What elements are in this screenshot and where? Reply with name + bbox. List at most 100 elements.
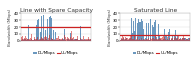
Bar — [136, 40, 137, 41]
Bar — [90, 39, 91, 41]
Bar — [148, 38, 149, 41]
Bar — [67, 39, 68, 41]
Bar — [69, 40, 70, 41]
Bar — [21, 37, 22, 41]
Bar — [182, 38, 183, 41]
Bar — [134, 31, 135, 41]
Bar — [131, 38, 132, 41]
Bar — [79, 40, 80, 41]
Bar — [36, 25, 37, 41]
Bar — [167, 39, 168, 41]
Bar — [50, 16, 51, 41]
Bar — [126, 38, 127, 41]
Bar — [48, 38, 49, 41]
Bar — [123, 37, 124, 41]
Bar — [148, 23, 149, 41]
Bar — [165, 39, 166, 41]
Bar — [129, 39, 130, 41]
Bar — [80, 38, 81, 41]
Bar — [31, 39, 32, 41]
Bar — [173, 40, 174, 41]
Bar — [70, 36, 71, 41]
Bar — [52, 39, 53, 41]
Bar — [135, 18, 136, 41]
Bar — [127, 38, 128, 41]
Bar — [172, 36, 173, 41]
Bar — [38, 19, 39, 41]
Bar — [69, 39, 70, 41]
Bar — [165, 35, 166, 41]
Bar — [63, 39, 64, 41]
Bar — [144, 40, 145, 41]
Bar — [21, 40, 22, 41]
Bar — [130, 35, 131, 41]
Bar — [79, 40, 80, 41]
Bar — [128, 40, 129, 41]
Bar — [61, 40, 62, 41]
Bar — [70, 33, 71, 41]
Bar — [159, 36, 160, 41]
Bar — [32, 40, 33, 41]
Bar — [167, 37, 168, 41]
Bar — [178, 36, 179, 41]
Bar — [130, 38, 131, 41]
Bar — [166, 36, 167, 41]
Bar — [23, 40, 24, 41]
Bar — [31, 34, 32, 41]
Bar — [56, 40, 57, 41]
Bar — [139, 22, 140, 41]
Bar — [66, 39, 67, 41]
Bar — [176, 38, 177, 41]
Bar — [134, 36, 135, 41]
Bar — [163, 39, 164, 41]
Bar — [26, 38, 27, 41]
Bar — [89, 39, 90, 41]
Bar — [82, 39, 83, 41]
Bar — [162, 37, 163, 41]
Bar — [34, 39, 35, 41]
Bar — [32, 40, 33, 41]
Bar — [121, 38, 122, 41]
Bar — [133, 40, 134, 41]
Bar — [86, 40, 87, 41]
Bar — [156, 37, 157, 41]
Bar — [138, 40, 139, 41]
Bar — [39, 39, 40, 41]
Bar — [41, 16, 42, 41]
Bar — [85, 39, 86, 41]
Bar — [88, 37, 89, 41]
Bar — [88, 39, 89, 41]
Bar — [83, 36, 84, 41]
Bar — [144, 39, 145, 41]
Bar — [120, 40, 121, 41]
Bar — [82, 40, 83, 41]
Bar — [90, 39, 91, 41]
Bar — [186, 39, 187, 41]
Bar — [23, 39, 24, 41]
Bar — [37, 20, 38, 41]
Bar — [61, 39, 62, 41]
Bar — [189, 38, 190, 41]
Bar — [35, 40, 36, 41]
Bar — [28, 39, 29, 41]
Bar — [71, 31, 72, 41]
Bar — [150, 19, 151, 41]
Bar — [121, 39, 122, 41]
Bar — [172, 38, 173, 41]
Bar — [140, 40, 141, 41]
Bar — [40, 39, 41, 41]
Bar — [185, 38, 186, 41]
Bar — [168, 40, 169, 41]
Bar — [128, 39, 129, 41]
Bar — [33, 40, 34, 41]
Bar — [51, 38, 52, 41]
Bar — [181, 40, 182, 41]
Bar — [53, 40, 54, 41]
Bar — [145, 40, 146, 41]
Bar — [73, 39, 74, 41]
Bar — [132, 39, 133, 41]
Bar — [125, 39, 126, 41]
Bar — [160, 38, 161, 41]
Bar — [51, 18, 52, 41]
Bar — [147, 40, 148, 41]
